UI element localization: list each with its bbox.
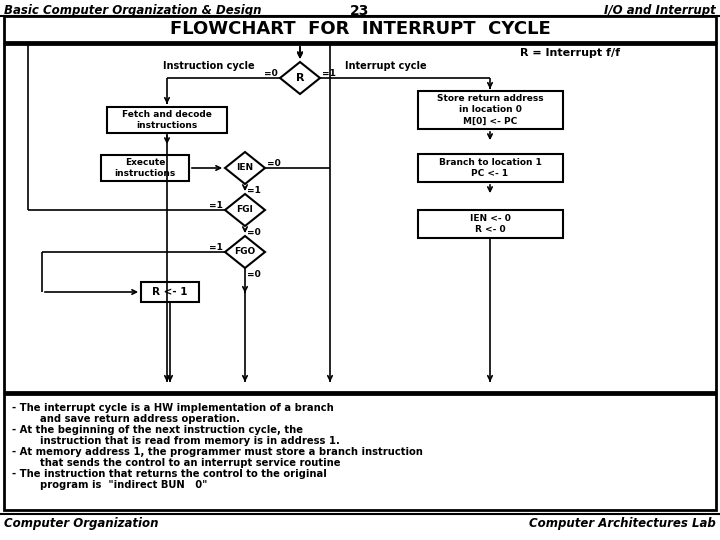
Text: I/O and Interrupt: I/O and Interrupt (604, 4, 716, 17)
Text: FLOWCHART  FOR  INTERRUPT  CYCLE: FLOWCHART FOR INTERRUPT CYCLE (170, 20, 550, 38)
Text: R = Interrupt f/f: R = Interrupt f/f (520, 48, 620, 58)
FancyBboxPatch shape (107, 107, 227, 133)
Text: Instruction cycle: Instruction cycle (163, 61, 255, 71)
Text: - At memory address 1, the programmer must store a branch instruction: - At memory address 1, the programmer mu… (12, 447, 423, 457)
Polygon shape (225, 236, 265, 268)
FancyBboxPatch shape (141, 282, 199, 302)
FancyBboxPatch shape (4, 394, 716, 510)
Text: =0: =0 (247, 228, 261, 237)
Text: Store return address
in location 0
M[0] <- PC: Store return address in location 0 M[0] … (437, 94, 544, 126)
Text: Interrupt cycle: Interrupt cycle (345, 61, 427, 71)
FancyBboxPatch shape (418, 154, 562, 182)
Text: =0: =0 (267, 159, 281, 167)
Polygon shape (225, 194, 265, 226)
Polygon shape (280, 62, 320, 94)
Text: that sends the control to an interrupt service routine: that sends the control to an interrupt s… (12, 458, 341, 468)
Text: Computer Organization: Computer Organization (4, 516, 158, 530)
Text: - The instruction that returns the control to the original: - The instruction that returns the contr… (12, 469, 327, 479)
Text: Execute
instructions: Execute instructions (114, 158, 176, 178)
Text: =1: =1 (247, 186, 261, 195)
Text: FGO: FGO (235, 247, 256, 256)
Text: - The interrupt cycle is a HW implementation of a branch: - The interrupt cycle is a HW implementa… (12, 403, 334, 413)
Text: =0: =0 (247, 270, 261, 279)
Text: Computer Architectures Lab: Computer Architectures Lab (529, 516, 716, 530)
Text: - At the beginning of the next instruction cycle, the: - At the beginning of the next instructi… (12, 425, 303, 435)
Text: Basic Computer Organization & Design: Basic Computer Organization & Design (4, 4, 261, 17)
FancyBboxPatch shape (418, 210, 562, 238)
Text: Branch to location 1
PC <- 1: Branch to location 1 PC <- 1 (438, 158, 541, 178)
Text: R <- 1: R <- 1 (152, 287, 188, 297)
Text: instruction that is read from memory is in address 1.: instruction that is read from memory is … (12, 436, 340, 446)
FancyBboxPatch shape (101, 155, 189, 181)
Text: and save return address operation.: and save return address operation. (12, 414, 240, 424)
Text: R: R (296, 73, 305, 83)
Text: IEN <- 0
R <- 0: IEN <- 0 R <- 0 (469, 214, 510, 234)
Text: =1: =1 (209, 242, 223, 252)
Text: =0: =0 (264, 69, 278, 78)
FancyBboxPatch shape (4, 44, 716, 392)
Text: =1: =1 (209, 200, 223, 210)
Text: Fetch and decode
instructions: Fetch and decode instructions (122, 110, 212, 130)
FancyBboxPatch shape (4, 16, 716, 42)
FancyBboxPatch shape (418, 91, 562, 129)
Text: FGI: FGI (237, 206, 253, 214)
Text: 23: 23 (351, 4, 369, 18)
Text: program is  "indirect BUN   0": program is "indirect BUN 0" (12, 480, 207, 490)
Text: =1: =1 (322, 69, 336, 78)
Polygon shape (225, 152, 265, 184)
Text: IEN: IEN (236, 164, 253, 172)
